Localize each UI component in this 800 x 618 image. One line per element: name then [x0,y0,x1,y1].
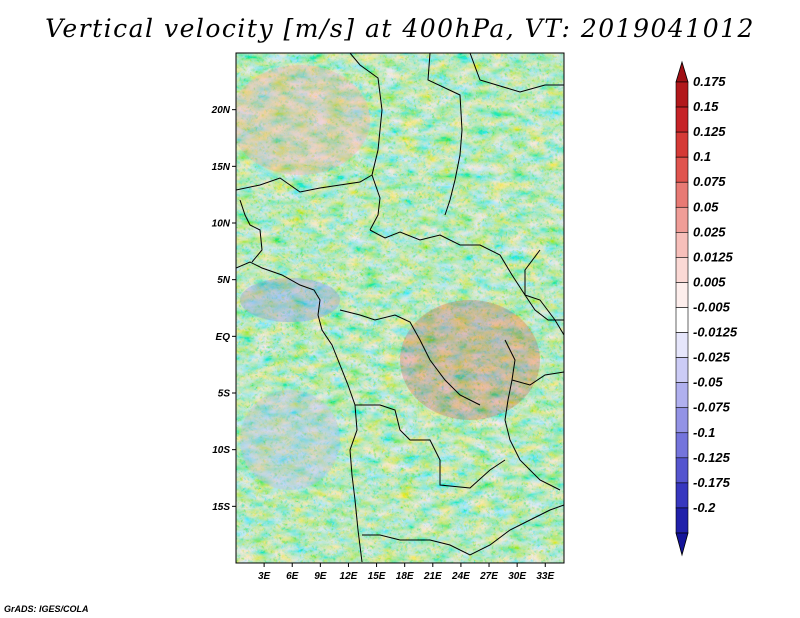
colorbar-swatch [675,156,689,183]
colorbar-swatch [675,232,689,258]
border-chad-libya [427,53,463,216]
latitude-axis: 20N 15N 10N 5N EQ 5S 10S 15S [211,105,236,513]
colorbar-label: 0.05 [693,199,719,214]
colorbar-label: -0.125 [693,450,731,465]
border-west-africa [239,199,263,263]
colorbar-label: -0.005 [693,300,731,315]
lat-tick-label: 15N [212,162,231,173]
colorbar-label: 0.125 [693,124,726,139]
lat-tick-label: 20N [211,105,231,116]
colorbar-swatch [675,382,689,409]
rift-lakes-border [504,339,561,491]
lat-tick-label: 10S [212,445,230,456]
colorbar-swatch [675,106,689,133]
colorbar-top-arrow [675,60,689,83]
lat-tick-label: 10N [212,219,231,230]
colorbar-label: 0.025 [693,224,726,239]
colorbar-bottom-arrow [675,532,689,557]
lon-tick-label: 15E [368,571,386,582]
lon-tick-label: 24E [451,571,470,582]
longitude-axis: 3E 6E 9E 12E 15E 18E 21E 24E 27E 30E 33E [258,563,554,582]
lon-tick-label: 33E [536,571,554,582]
colorbar-swatch [675,432,689,459]
colorbar-swatch [675,257,689,283]
colorbar-label: 0.005 [693,274,726,289]
colorbar-swatch [675,357,689,383]
colorbar-label: 0.0125 [693,249,734,264]
colorbar-label: -0.025 [693,350,731,365]
border-southern [362,504,564,556]
country-borders [236,53,564,563]
colorbar-label: 0.1 [693,149,711,164]
colorbar-swatch [675,457,689,484]
colorbar-swatch [675,482,689,509]
colorbar-swatch [675,206,689,233]
border-sahel [236,174,373,193]
atlantic-coastline [236,261,363,563]
border-angola-drc [355,404,506,489]
colorbar-swatch [675,81,689,108]
colorbar-swatch [675,307,689,333]
saharan-ascent-region [236,65,370,175]
colorbar-label: -0.05 [693,375,723,390]
colorbar: 0.175 0.15 0.125 0.1 0.075 0.05 0.025 0.0125 0.0… [675,60,738,557]
border-west-1 [349,53,383,231]
colorbar-label: -0.1 [693,425,715,440]
colorbar-swatch [675,131,689,158]
map-frame [235,52,565,564]
credit-label: GrADS: IGES/COLA [4,604,89,614]
lon-tick-label: 6E [286,571,299,582]
lon-tick-label: 27E [479,571,498,582]
lat-tick-label: 5S [218,389,231,400]
border-east [524,294,564,336]
colorbar-label: 0.175 [693,74,726,89]
colorbar-label: 0.075 [693,174,726,189]
gulf-guinea-descent-region [240,278,340,322]
colorbar-swatch [675,282,689,308]
colorbar-swatch [675,407,689,434]
atlantic-descent-region [240,390,340,490]
colorbar-swatch [675,507,689,534]
colorbar-label: 0.15 [693,99,719,114]
lon-tick-label: 12E [340,571,358,582]
lon-tick-label: 18E [396,571,414,582]
border-car-north [369,229,526,296]
lon-tick-label: 21E [423,571,442,582]
plot-title: Vertical velocity [m/s] at 400hPa, VT: 2… [45,14,755,43]
border-tanzania [511,371,564,386]
congo-ascent-region [400,300,540,420]
lon-tick-label: 9E [314,571,327,582]
lat-tick-label: 15S [212,502,230,513]
lon-tick-label: 3E [258,571,271,582]
colorbar-swatch [675,332,689,358]
colorbar-label: -0.175 [693,475,731,490]
colorbar-label: -0.075 [693,400,731,415]
lon-tick-label: 30E [508,571,526,582]
border-egypt-sudan [469,53,564,93]
map-panel [236,53,564,563]
lat-tick-label: 5N [217,275,231,286]
border-congo [339,309,481,406]
colorbar-label: -0.2 [693,500,716,515]
lat-tick-label: EQ [216,332,231,343]
border-south-sudan [524,249,564,321]
colorbar-label: -0.0125 [693,325,738,340]
colorbar-swatch [675,181,689,208]
